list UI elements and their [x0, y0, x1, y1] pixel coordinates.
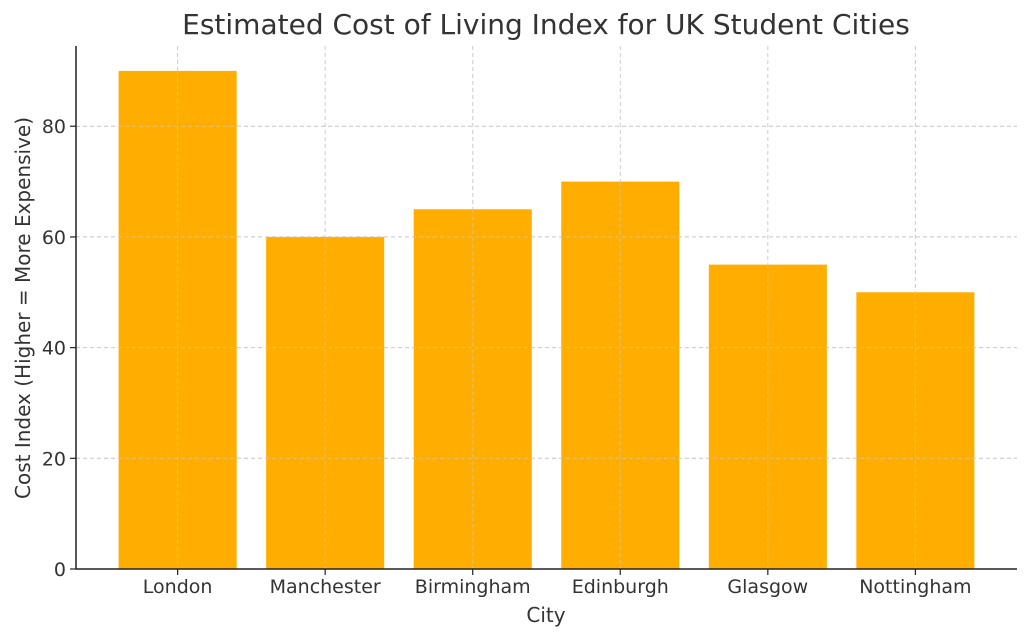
chart-title: Estimated Cost of Living Index for UK St…	[182, 8, 910, 41]
y-tick-label: 60	[42, 227, 66, 249]
axes-layer	[70, 46, 1017, 575]
x-axis-label: City	[526, 603, 565, 627]
y-tick-label: 40	[42, 338, 66, 360]
x-tick-label: Edinburgh	[572, 576, 669, 598]
y-tick-label: 80	[42, 116, 66, 138]
y-tick-labels: 0 20 40 60 80	[42, 116, 66, 581]
bars-layer	[76, 70, 1017, 570]
bar-nottingham	[856, 292, 975, 569]
x-tick-label: Nottingham	[859, 576, 971, 598]
y-tick-label: 0	[54, 559, 66, 581]
bar-birmingham	[413, 209, 532, 569]
x-tick-label: Manchester	[270, 576, 381, 598]
y-tick-label: 20	[42, 448, 66, 470]
y-axis-label: Cost Index (Higher = More Expensive)	[11, 117, 35, 499]
x-tick-label: Birmingham	[415, 576, 531, 598]
x-tick-labels: London Manchester Birmingham Edinburgh Glasg…	[143, 576, 972, 598]
x-tick-label: London	[143, 576, 213, 598]
x-tick-label: Glasgow	[727, 576, 808, 598]
